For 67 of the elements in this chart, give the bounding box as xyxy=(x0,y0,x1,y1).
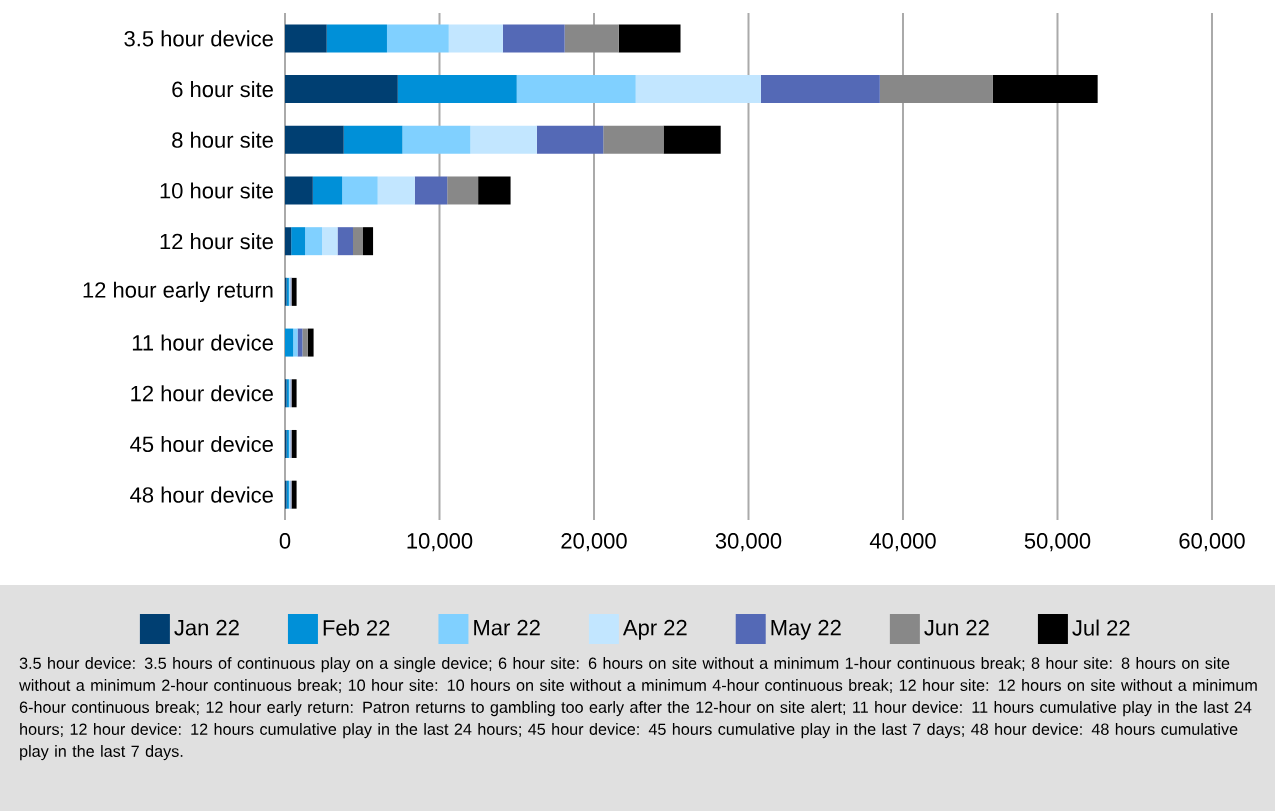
y-tick-label: 11 hour device xyxy=(132,334,273,351)
bar xyxy=(377,176,415,205)
bar xyxy=(397,75,517,104)
bar xyxy=(635,75,761,104)
x-tick-label: 50,000 xyxy=(1024,533,1091,552)
bar xyxy=(502,24,565,53)
bar xyxy=(291,227,306,256)
bar xyxy=(618,24,681,53)
y-tick-label: 6 hour site xyxy=(172,81,273,98)
x-tick-label: 20,000 xyxy=(561,533,627,552)
bar xyxy=(302,328,308,357)
y-tick-label: 8 hour site xyxy=(172,131,273,148)
bar xyxy=(291,429,297,458)
bar xyxy=(386,24,449,53)
legend-label: Mar 22 xyxy=(474,619,540,636)
bar xyxy=(285,176,313,205)
legend-label: Jun 22 xyxy=(924,619,989,636)
bar xyxy=(285,125,344,154)
bar xyxy=(447,176,479,205)
y-tick-label: 3.5 hour device xyxy=(124,30,273,47)
bar xyxy=(322,227,338,256)
bar xyxy=(291,480,297,509)
y-tick-label: 10 hour site xyxy=(160,182,273,199)
bar xyxy=(342,176,378,205)
legend-label: Jan 22 xyxy=(174,619,239,636)
y-tick-label: 12 hour site xyxy=(160,233,273,250)
y-tick-label: 48 hour device xyxy=(130,486,273,503)
bar xyxy=(326,24,387,53)
legend-label: Jul 22 xyxy=(1072,619,1130,636)
bar xyxy=(402,125,471,154)
bar xyxy=(285,75,398,104)
bar xyxy=(536,125,604,154)
bar xyxy=(352,227,364,256)
text: 3.5 hour device: 3.5 hours of continuous play on a single device; 6 hour site: 6 hours on site without a minimum 1-hour continuous break; 8 hour site: 8 hours on site without a minimum 2-hour continuous break; 10 hour site: 10 hours on site without a minimum 4-hour continuous break; 12 hour site: 12 hours on site without a minimum 6-hour continuous break; 12 hour early return: Patron returns to gambling too early after the 12-hour on site alert; 11 hour device: 11 hours cumulative play in the last 24 hours; 12 hour device: 12 hours cumulative play in the last 24 hours; 45 hour device: 45 hours cumulative play in the last 7 days; 48 hour device: 48 hours cumulative play in the last 7 days. xyxy=(19,657,1257,761)
legend-label: May 22 xyxy=(771,619,841,640)
x-tick-label: 40,000 xyxy=(869,533,936,552)
bar xyxy=(312,176,343,205)
x-tick-label: 60,000 xyxy=(1179,533,1245,552)
bar xyxy=(470,125,537,154)
bar xyxy=(291,277,297,306)
bar xyxy=(307,328,314,357)
bar xyxy=(414,176,448,205)
bar xyxy=(285,24,327,53)
legend-label: Apr 22 xyxy=(622,619,687,640)
x-tick-label: 10,000 xyxy=(407,533,473,552)
bar xyxy=(760,75,880,104)
x-tick-label: 30,000 xyxy=(715,533,782,552)
bar xyxy=(293,328,298,357)
legend-label: Feb 22 xyxy=(323,619,390,636)
bar xyxy=(663,125,721,154)
bar xyxy=(992,75,1098,104)
bar xyxy=(478,176,511,205)
bar xyxy=(337,227,353,256)
y-tick-label: 12 hour early return xyxy=(83,281,273,303)
bar xyxy=(879,75,993,104)
bar xyxy=(516,75,636,104)
bar xyxy=(448,24,503,53)
bar xyxy=(305,227,323,256)
bar xyxy=(564,24,619,53)
bar xyxy=(285,328,294,357)
bar xyxy=(291,379,297,408)
bar xyxy=(343,125,403,154)
y-tick-label: 12 hour device xyxy=(131,385,273,402)
y-tick-label: 45 hour device xyxy=(130,435,273,453)
bar xyxy=(363,227,374,256)
bar xyxy=(603,125,664,154)
x-tick-label: 0 xyxy=(279,533,291,549)
